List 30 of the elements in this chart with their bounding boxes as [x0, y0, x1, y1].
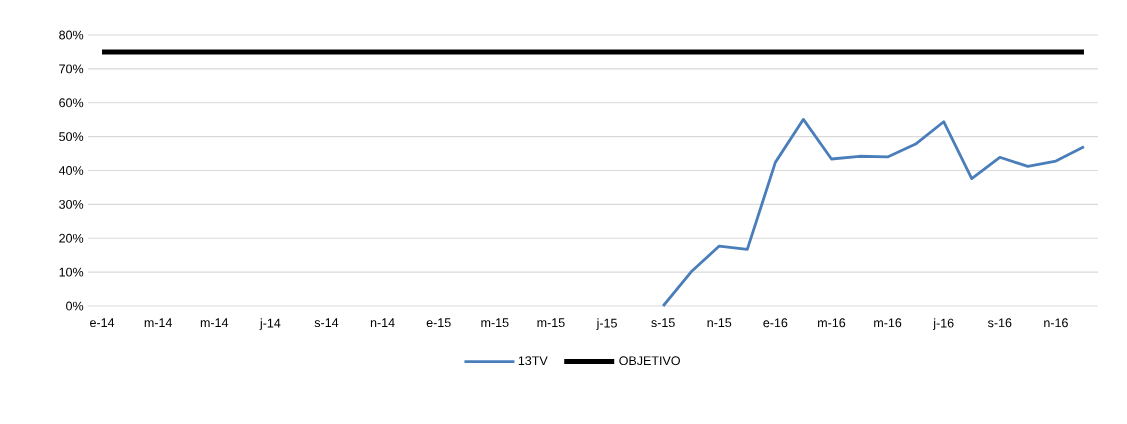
x-tick-label: m-15 — [537, 318, 565, 328]
x-tick-label: m-16 — [818, 318, 846, 328]
y-tick-label: 60% — [59, 98, 84, 108]
x-tick-label: e-16 — [763, 318, 788, 328]
x-tick-label: m-15 — [481, 318, 509, 328]
line-series — [661, 117, 1086, 308]
x-tick-label: j-16 — [932, 318, 954, 331]
x-tick-label: n-14 — [370, 318, 395, 327]
y-tick-label: 40% — [58, 166, 84, 175]
y-tick-label: 10% — [59, 267, 84, 277]
y-tick-label: 0% — [66, 301, 84, 311]
x-tick-label: e-14 — [90, 318, 115, 328]
x-tick-label: e-15 — [426, 318, 451, 328]
legend-label: 13TV — [518, 356, 548, 366]
x-tick-label: n-16 — [1044, 318, 1068, 328]
y-tick-label: 70% — [59, 64, 84, 74]
x-tick-label: m-16 — [874, 318, 902, 328]
x-tick-label: m-14 — [144, 318, 172, 327]
x-tick-label: m-14 — [200, 318, 229, 327]
x-tick-label: s-14 — [314, 318, 339, 328]
x-tick-label: j-15 — [596, 318, 617, 331]
x-tick-label: s-16 — [987, 318, 1012, 328]
y-tick-label: 50% — [59, 132, 84, 142]
y-tick-label: 80% — [59, 30, 84, 40]
x-tick-label: n-15 — [707, 318, 732, 328]
y-tick-label: 20% — [59, 233, 84, 243]
x-tick-label: j-14 — [259, 318, 281, 331]
x-tick-label: s-15 — [651, 318, 675, 328]
legend-label: OBJETIVO — [619, 356, 680, 366]
y-tick-label: 30% — [59, 199, 84, 209]
